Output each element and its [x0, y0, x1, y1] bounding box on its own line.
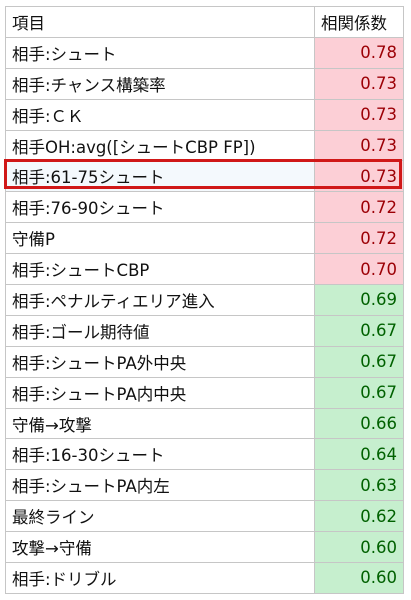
- table-row[interactable]: 相手:シュートCBP 0.70: [5, 253, 404, 286]
- row-item-cell[interactable]: 相手:シュートPA内中央: [5, 376, 315, 409]
- row-item-cell[interactable]: 相手:ペナルティエリア進入: [5, 284, 315, 316]
- row-value-cell[interactable]: 0.73: [314, 129, 404, 162]
- row-item-cell[interactable]: 最終ライン: [5, 500, 315, 533]
- row-value-cell[interactable]: 0.69: [314, 284, 404, 316]
- row-item-cell[interactable]: 相手:シュート: [5, 36, 315, 69]
- row-value-cell[interactable]: 0.73: [314, 67, 404, 100]
- table-row[interactable]: 相手:76-90シュート 0.72: [5, 191, 404, 224]
- row-item-cell[interactable]: 守備P: [5, 222, 315, 255]
- row-item-cell[interactable]: 相手:76-90シュート: [5, 191, 315, 224]
- table-row[interactable]: 守備P 0.72: [5, 222, 404, 255]
- row-value-cell[interactable]: 0.60: [314, 531, 404, 564]
- row-item-cell[interactable]: 相手:ＣＫ: [5, 98, 315, 131]
- row-item-cell[interactable]: 相手:チャンス構築率: [5, 67, 315, 100]
- table-row[interactable]: 相手OH:avg([シュートCBP FP]) 0.73: [5, 129, 404, 162]
- row-item-cell[interactable]: 相手:ドリブル: [5, 562, 315, 594]
- row-item-cell[interactable]: 守備→攻撃: [5, 407, 315, 440]
- table-row[interactable]: 相手:シュートPA外中央 0.67: [5, 345, 404, 378]
- table-row[interactable]: 相手:61-75シュート 0.73: [5, 160, 404, 193]
- table-row[interactable]: 相手:16-30シュート 0.64: [5, 438, 404, 471]
- table-row[interactable]: 攻撃→守備 0.60: [5, 531, 404, 564]
- row-item-cell[interactable]: 相手:シュートCBP: [5, 253, 315, 286]
- header-item-cell[interactable]: 項目: [5, 6, 315, 38]
- row-item-cell[interactable]: 相手:シュートPA内左: [5, 469, 315, 502]
- row-value-cell[interactable]: 0.72: [314, 191, 404, 224]
- header-row: 項目 相関係数: [5, 6, 404, 38]
- row-item-cell[interactable]: 相手:ゴール期待値: [5, 314, 315, 347]
- row-value-cell[interactable]: 0.78: [314, 36, 404, 69]
- row-value-cell[interactable]: 0.70: [314, 253, 404, 286]
- row-item-cell[interactable]: 相手OH:avg([シュートCBP FP]): [5, 129, 315, 162]
- header-value-cell[interactable]: 相関係数: [314, 6, 404, 38]
- table-row[interactable]: 最終ライン 0.62: [5, 500, 404, 533]
- table-row[interactable]: 守備→攻撃 0.66: [5, 407, 404, 440]
- table-row[interactable]: 相手:チャンス構築率 0.73: [5, 67, 404, 100]
- row-value-cell[interactable]: 0.73: [314, 98, 404, 131]
- table-row[interactable]: 相手:シュート 0.78: [5, 36, 404, 69]
- table-row[interactable]: 相手:ペナルティエリア進入 0.69: [5, 284, 404, 316]
- table-row[interactable]: 相手:ＣＫ 0.73: [5, 98, 404, 131]
- row-value-cell[interactable]: 0.73: [314, 160, 404, 193]
- table-row[interactable]: 相手:シュートPA内中央 0.67: [5, 376, 404, 409]
- table-body: 相手:シュート 0.78 相手:チャンス構築率 0.73 相手:ＣＫ 0.73 相手OH:a…: [5, 36, 404, 594]
- correlation-table: 項目 相関係数 相手:シュート 0.78 相手:チャンス構築率 0.73 相手:ＣＫ 0.…: [5, 6, 404, 594]
- row-value-cell[interactable]: 0.60: [314, 562, 404, 594]
- table-row[interactable]: 相手:ゴール期待値 0.67: [5, 314, 404, 347]
- row-value-cell[interactable]: 0.67: [314, 345, 404, 378]
- row-value-cell[interactable]: 0.72: [314, 222, 404, 255]
- row-item-cell[interactable]: 攻撃→守備: [5, 531, 315, 564]
- table-row[interactable]: 相手:シュートPA内左 0.63: [5, 469, 404, 502]
- row-item-cell[interactable]: 相手:61-75シュート: [5, 160, 315, 193]
- row-value-cell[interactable]: 0.67: [314, 376, 404, 409]
- row-value-cell[interactable]: 0.67: [314, 314, 404, 347]
- row-value-cell[interactable]: 0.64: [314, 438, 404, 471]
- table-row[interactable]: 相手:ドリブル 0.60: [5, 562, 404, 594]
- row-item-cell[interactable]: 相手:シュートPA外中央: [5, 345, 315, 378]
- row-item-cell[interactable]: 相手:16-30シュート: [5, 438, 315, 471]
- row-value-cell[interactable]: 0.63: [314, 469, 404, 502]
- row-value-cell[interactable]: 0.62: [314, 500, 404, 533]
- row-value-cell[interactable]: 0.66: [314, 407, 404, 440]
